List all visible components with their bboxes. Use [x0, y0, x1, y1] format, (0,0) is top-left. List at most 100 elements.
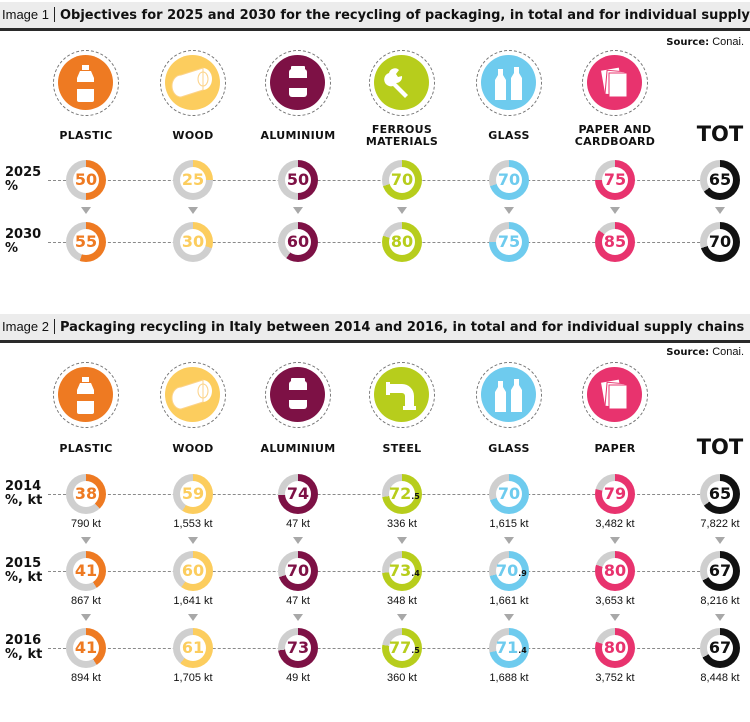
donut-chart: 77.5	[382, 628, 422, 668]
value-label: 73	[286, 638, 310, 657]
donut-chart: 50	[66, 160, 106, 200]
down-arrow-icon	[293, 613, 303, 621]
down-arrow-icon	[293, 207, 303, 214]
row-label: 2016%, kt	[5, 634, 42, 662]
wrench-icon-badge	[369, 50, 435, 116]
donut-value: 50	[285, 167, 311, 193]
kt-value: 8,216 kt	[700, 595, 740, 607]
category-label: STEEL	[382, 442, 422, 455]
icon-disc	[481, 55, 536, 110]
kt-value: 790 kt	[71, 518, 101, 530]
can-icon	[289, 66, 307, 97]
down-arrow-icon	[293, 536, 303, 544]
donut-value: 73.4	[389, 558, 420, 584]
papers-icon	[601, 379, 628, 410]
down-arrow-icon	[188, 613, 198, 621]
category-label: PLASTIC	[59, 442, 113, 455]
value-label: 67	[708, 561, 732, 580]
donut-value: 70	[285, 558, 311, 584]
donut-value: 79	[602, 481, 628, 507]
kt-value: 3,752 kt	[595, 672, 635, 684]
value-decimal: .4	[518, 646, 527, 655]
row-year: 2030	[5, 227, 42, 242]
icon-disc	[374, 367, 429, 422]
donut-value: 75	[602, 167, 628, 193]
row-unit: %	[5, 179, 19, 194]
category-label: ALUMINIUM	[260, 442, 336, 455]
donut-value: 71.4	[496, 635, 527, 661]
bottles-icon	[495, 67, 522, 100]
down-arrow-icon	[610, 536, 620, 544]
kt-value: 47 kt	[286, 595, 310, 607]
donut-chart: 65	[700, 160, 740, 200]
donut-chart: 65	[700, 474, 740, 514]
kt-value: 49 kt	[286, 672, 310, 684]
donut-chart: 59	[173, 474, 213, 514]
donut-chart: 61	[173, 628, 213, 668]
down-arrow-icon	[715, 613, 725, 621]
donut-value: 85	[602, 229, 628, 255]
kt-value: 336 kt	[387, 518, 417, 530]
image1-rule	[0, 28, 750, 31]
bottle-icon-badge	[53, 362, 119, 428]
image2-title: Packaging recycling in Italy between 201…	[59, 320, 745, 335]
donut-chart: 38	[66, 474, 106, 514]
down-arrow-icon	[81, 536, 91, 544]
log-icon	[171, 67, 212, 98]
donut-value: 70	[389, 167, 415, 193]
value-decimal: .9	[518, 569, 527, 578]
down-arrow-icon	[504, 613, 514, 621]
donut-chart: 74	[278, 474, 318, 514]
value-label: 60	[181, 561, 205, 580]
down-arrow-icon	[610, 207, 620, 214]
down-arrow-icon	[504, 536, 514, 544]
value-label: 50	[74, 170, 98, 189]
kt-value: 3,482 kt	[595, 518, 635, 530]
kt-value: 7,822 kt	[700, 518, 740, 530]
value-label: 75	[603, 170, 627, 189]
value-label: 67	[708, 638, 732, 657]
donut-chart: 80	[595, 551, 635, 591]
down-arrow-icon	[188, 536, 198, 544]
value-label: 70	[497, 170, 521, 189]
donut-value: 70.9	[496, 558, 527, 584]
down-arrow-icon	[81, 613, 91, 621]
log-icon-badge	[160, 362, 226, 428]
row-unit: %, kt	[5, 570, 43, 585]
category-label: WOOD	[172, 129, 214, 142]
log-icon-badge	[160, 50, 226, 116]
value-label: 71	[496, 638, 519, 657]
papers-icon	[601, 67, 628, 98]
image2-source: Source: Conai.	[666, 346, 744, 358]
value-label: 79	[603, 484, 627, 503]
icon-disc	[374, 55, 429, 110]
donut-value: 41	[73, 635, 99, 661]
donut-chart: 67	[700, 628, 740, 668]
donut-chart: 60	[278, 222, 318, 262]
down-arrow-icon	[610, 613, 620, 621]
value-label: 70	[286, 561, 310, 580]
title-separator	[53, 7, 55, 22]
donut-chart: 41	[66, 551, 106, 591]
donut-chart: 60	[173, 551, 213, 591]
value-label: 61	[181, 638, 205, 657]
can-icon-badge	[265, 362, 331, 428]
value-label: 85	[603, 232, 627, 251]
down-arrow-icon	[81, 207, 91, 214]
row-year: 2015	[5, 556, 42, 571]
kt-value: 894 kt	[71, 672, 101, 684]
donut-chart: 72.5	[382, 474, 422, 514]
value-label: 70	[708, 232, 732, 251]
value-label: 55	[74, 232, 98, 251]
value-label: 59	[181, 484, 205, 503]
value-label: 74	[286, 484, 310, 503]
can-icon-badge	[265, 50, 331, 116]
category-label: PLASTIC	[59, 129, 113, 142]
donut-value: 80	[602, 558, 628, 584]
donut-chart: 50	[278, 160, 318, 200]
down-arrow-icon	[715, 207, 725, 214]
donut-value: 65	[707, 167, 733, 193]
down-arrow-icon	[397, 536, 407, 544]
donut-value: 25	[180, 167, 206, 193]
value-label: 73	[389, 561, 412, 580]
